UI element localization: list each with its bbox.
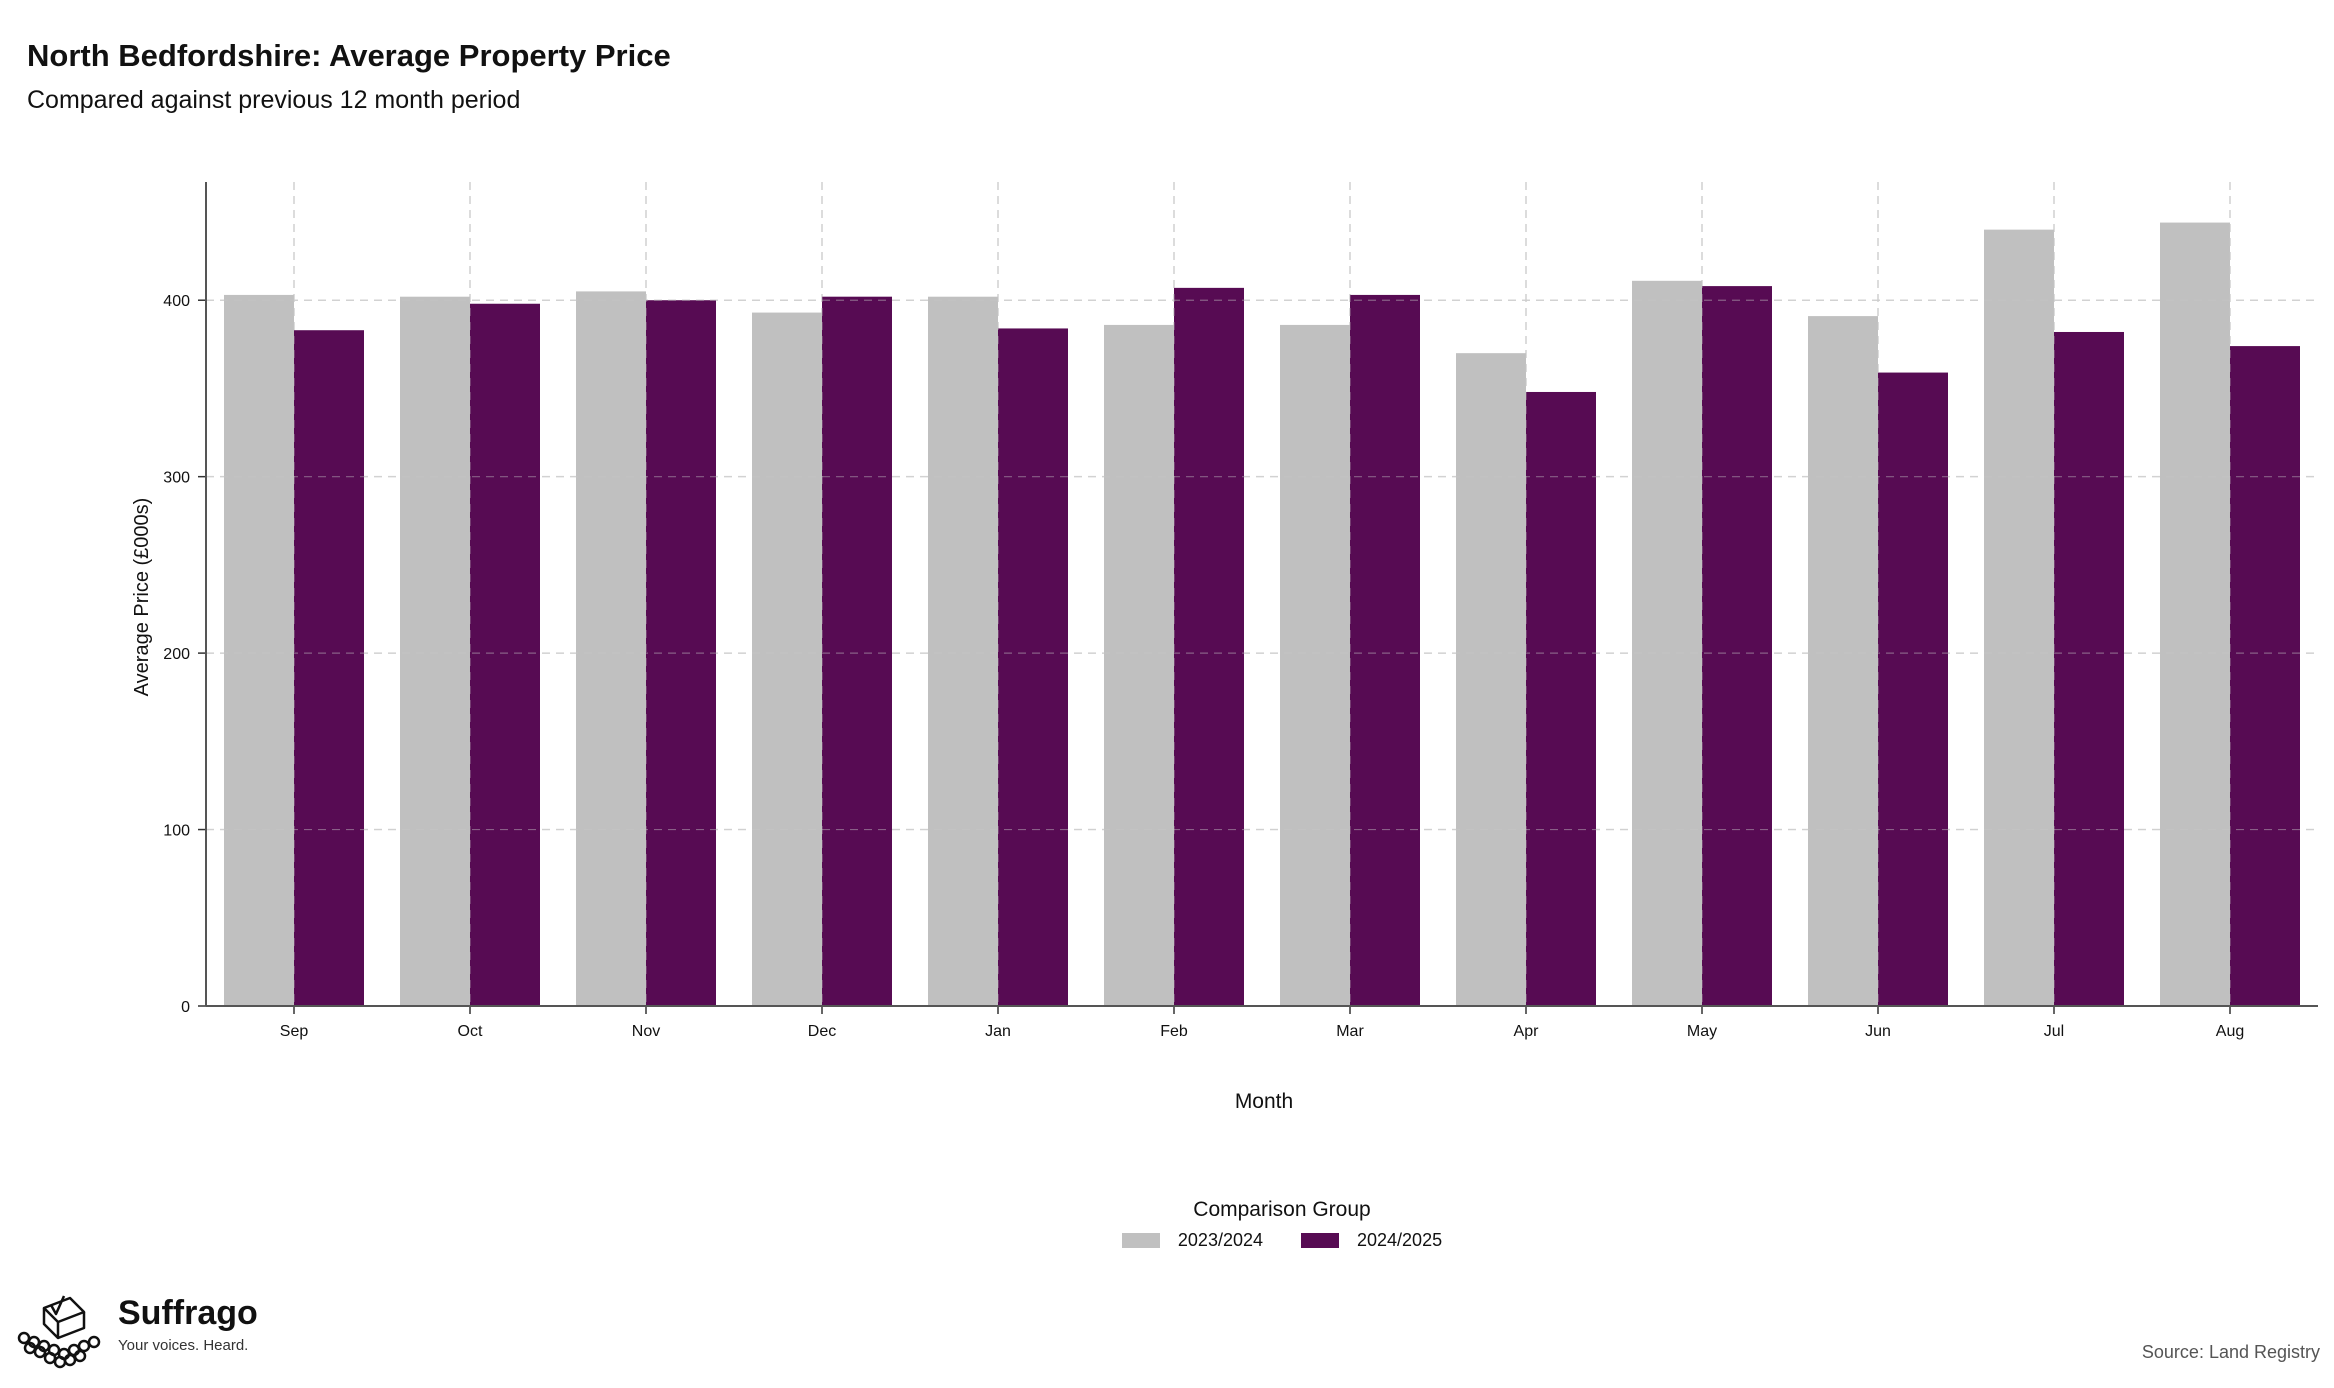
- bar-2023-2024-jun: [1808, 316, 1878, 1006]
- legend-swatch-2023-2024: [1121, 1233, 1160, 1248]
- bar-2023-2024-nov: [576, 291, 646, 1007]
- legend-item-2024-2025: 2024/2025: [1301, 1230, 1442, 1251]
- bar-2024-2025-oct: [470, 303, 540, 1006]
- source-note: Source: Land Registry: [2141, 1342, 2320, 1362]
- x-tick-label: Nov: [632, 1023, 660, 1040]
- x-tick-label: Apr: [1514, 1023, 1540, 1040]
- bar-2024-2025-sep: [294, 330, 364, 1007]
- x-tick-label: Sep: [280, 1023, 309, 1040]
- legend-label-2023-2024: 2023/2024: [1177, 1230, 1263, 1250]
- legend-title: Comparison Group: [1193, 1198, 1371, 1221]
- brand-tagline: Your voices. Heard.: [118, 1337, 249, 1354]
- bar-2023-2024-jan: [928, 296, 998, 1006]
- x-tick-label: Feb: [1160, 1023, 1188, 1040]
- bar-2024-2025-mar: [1350, 294, 1420, 1006]
- bar-2023-2024-sep: [224, 294, 294, 1006]
- bar-2023-2024-apr: [1456, 353, 1526, 1006]
- y-axis-label: Average Price (£000s): [131, 498, 153, 697]
- bar-2023-2024-aug: [2160, 222, 2230, 1006]
- bar-2024-2025-may: [1702, 286, 1772, 1006]
- y-tick-label: 100: [163, 823, 190, 840]
- brand-name: Suffrago: [118, 1294, 258, 1332]
- bar-2024-2025-jun: [1878, 372, 1948, 1006]
- x-tick-label: Jun: [1865, 1023, 1891, 1040]
- suffrago-logo: Suffrago Your voices. Heard.: [14, 1290, 258, 1372]
- chart-subtitle: Compared against previous 12 month perio…: [27, 86, 521, 114]
- bar-2024-2025-nov: [646, 300, 716, 1007]
- x-tick-label: May: [1687, 1023, 1717, 1040]
- bar-2023-2024-mar: [1280, 324, 1350, 1006]
- bar-2024-2025-aug: [2230, 346, 2300, 1006]
- bar-2024-2025-jul: [2054, 331, 2124, 1006]
- legend-item-2023-2024: 2023/2024: [1121, 1230, 1263, 1251]
- ballot-box-icon: [17, 1295, 101, 1369]
- legend: Comparison Group 2023/2024 2024/2025: [0, 1198, 2334, 1251]
- bar-2023-2024-oct: [400, 296, 470, 1006]
- x-tick-label: Mar: [1336, 1023, 1364, 1040]
- axes: 0 100 200 300 400 Sep Oct Nov Dec Jan Feb Mar Apr May…: [163, 182, 2318, 1040]
- y-tick-label: 300: [163, 470, 190, 487]
- bar-2024-2025-feb: [1174, 287, 1244, 1006]
- x-tick-label: Dec: [808, 1023, 836, 1040]
- bar-2023-2024-feb: [1104, 324, 1174, 1006]
- bar-2024-2025-apr: [1526, 391, 1596, 1006]
- y-tick-label: 400: [163, 293, 190, 310]
- x-tick-label: Oct: [458, 1023, 483, 1040]
- x-tick-label: Jul: [2044, 1023, 2064, 1040]
- legend-items: 2023/2024 2024/2025: [230, 1230, 2334, 1251]
- y-tick-label: 0: [181, 999, 190, 1016]
- x-tick-label: Jan: [985, 1023, 1011, 1040]
- bar-2024-2025-dec: [822, 296, 892, 1006]
- x-axis-label: Month: [1235, 1090, 1293, 1113]
- bar-2023-2024-dec: [752, 312, 822, 1006]
- legend-swatch-2024-2025: [1301, 1233, 1339, 1248]
- bar-2024-2025-jan: [998, 328, 1068, 1006]
- chart-title: North Bedfordshire: Average Property Pri…: [27, 38, 671, 73]
- bar-2023-2024-jul: [1984, 229, 2054, 1006]
- legend-label-2024-2025: 2024/2025: [1357, 1230, 1443, 1250]
- bar-chart: 0 100 200 300 400 Sep Oct Nov Dec Jan Feb Mar Apr May…: [131, 182, 2318, 1113]
- x-tick-label: Aug: [2216, 1023, 2244, 1040]
- y-tick-label: 200: [163, 646, 190, 663]
- bars: [206, 182, 2318, 1007]
- bar-2023-2024-may: [1632, 280, 1702, 1006]
